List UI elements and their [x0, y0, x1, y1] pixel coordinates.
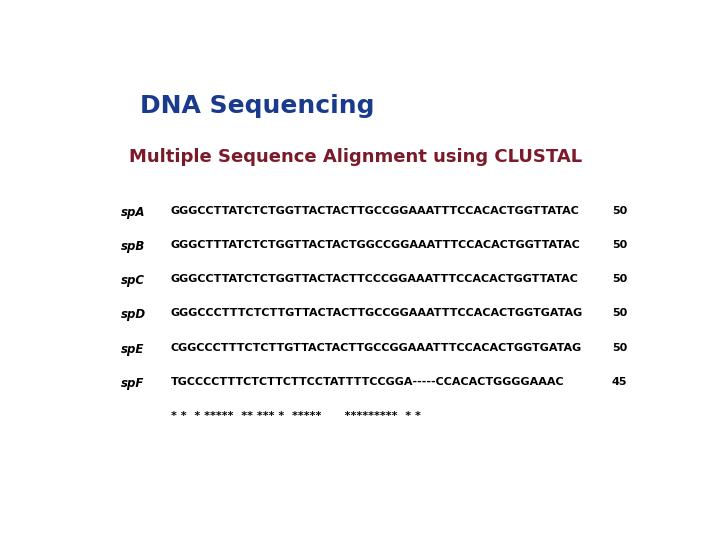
- Text: spB: spB: [121, 240, 145, 253]
- Text: spE: spE: [121, 342, 144, 355]
- Text: TGCCCCTTTCTCTTCTTCCTATTTTCCGGA-----CCACACTGGGGAAAC: TGCCCCTTTCTCTTCTTCCTATTTTCCGGA-----CCACA…: [171, 377, 564, 387]
- Text: 45: 45: [612, 377, 627, 387]
- Text: 50: 50: [612, 274, 627, 285]
- Text: CGGCCCTTTCTCTTGTTACTACTTGCCGGAAATTTCCACACTGGTGATAG: CGGCCCTTTCTCTTGTTACTACTTGCCGGAAATTTCCACA…: [171, 342, 582, 353]
- Text: spF: spF: [121, 377, 144, 390]
- Text: spC: spC: [121, 274, 145, 287]
- Text: 50: 50: [612, 240, 627, 250]
- Text: * *  * *****  ** *** *  *****      *********  * *: * * * ***** ** *** * ***** ********* * *: [171, 411, 420, 421]
- Text: DNA Sequencing: DNA Sequencing: [140, 94, 374, 118]
- Text: GGGCTTTATCTCTGGTTACTACTGGCCGGAAATTTCCACACTGGTTATAC: GGGCTTTATCTCTGGTTACTACTGGCCGGAAATTTCCACA…: [171, 240, 581, 250]
- Text: Multiple Sequence Alignment using CLUSTAL: Multiple Sequence Alignment using CLUSTA…: [129, 148, 582, 166]
- Text: 50: 50: [612, 342, 627, 353]
- Text: spD: spD: [121, 308, 146, 321]
- Text: spA: spA: [121, 206, 145, 219]
- Text: GGGCCCTTTCTCTTGTTACTACTTGCCGGAAATTTCCACACTGGTGATAG: GGGCCCTTTCTCTTGTTACTACTTGCCGGAAATTTCCACA…: [171, 308, 583, 319]
- Text: 50: 50: [612, 308, 627, 319]
- Text: GGGCCTTATCTCTGGTTACTACTTCCCGGAAATTTCCACACTGGTTATAC: GGGCCTTATCTCTGGTTACTACTTCCCGGAAATTTCCACA…: [171, 274, 579, 285]
- Text: GGGCCTTATCTCTGGTTACTACTTGCCGGAAATTTCCACACTGGTTATAC: GGGCCTTATCTCTGGTTACTACTTGCCGGAAATTTCCACA…: [171, 206, 580, 216]
- Text: 50: 50: [612, 206, 627, 216]
